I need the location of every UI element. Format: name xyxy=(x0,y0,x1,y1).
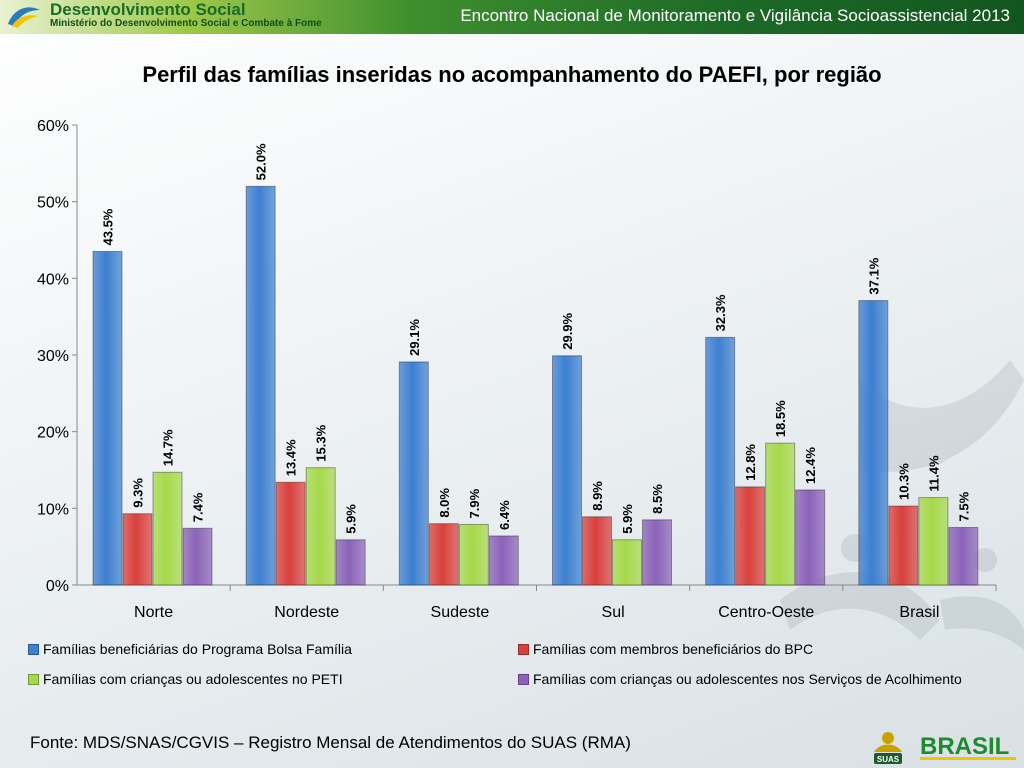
bar-3-sul xyxy=(612,539,642,586)
x-tick-label: Sul xyxy=(602,604,625,621)
legend-item: Famílias com crianças ou adolescentes no… xyxy=(518,671,962,687)
x-tick-label: Centro-Oeste xyxy=(718,604,814,621)
bar-1-brasil xyxy=(858,300,889,586)
bar-2-brasil xyxy=(888,505,919,586)
suas-label: SUAS xyxy=(877,755,900,764)
legend-label: Famílias beneficiárias do Programa Bolsa… xyxy=(43,641,352,657)
data-label: 9.3% xyxy=(131,478,146,508)
data-label: 14.7% xyxy=(161,429,176,466)
data-label: 5.9% xyxy=(344,504,359,534)
bar-3-sudeste xyxy=(458,523,489,586)
x-tick-label: Norte xyxy=(134,604,173,621)
legend-swatch xyxy=(518,643,529,655)
bar-3-brasil xyxy=(918,497,949,586)
data-label: 18.5% xyxy=(773,400,788,437)
data-label: 37.1% xyxy=(866,257,881,294)
legend-item: Famílias com membros beneficiários do BP… xyxy=(518,641,813,657)
bar-2-norte xyxy=(122,513,153,586)
data-label: 10.3% xyxy=(896,463,911,500)
data-label: 11.4% xyxy=(926,455,941,492)
data-label: 43.5% xyxy=(101,208,116,245)
data-label: 7.9% xyxy=(467,488,482,518)
y-tick-label: 0% xyxy=(46,578,69,595)
suas-logo-icon: SUAS xyxy=(874,732,902,764)
data-label: 52.0% xyxy=(254,143,269,180)
bar-1-sul xyxy=(552,355,582,586)
x-tick-label: Brasil xyxy=(899,604,939,621)
bar-4-sul xyxy=(642,519,672,586)
ministry-logo-icon xyxy=(8,7,40,28)
data-label: 8.9% xyxy=(590,481,605,511)
brasil-label: BRASIL xyxy=(920,733,1009,760)
bar-4-nordeste xyxy=(335,539,366,586)
data-label: 13.4% xyxy=(284,439,299,476)
x-tick-label: Sudeste xyxy=(431,604,490,621)
data-label: 15.3% xyxy=(314,424,329,461)
data-label: 29.1% xyxy=(407,319,422,356)
data-label: 7.4% xyxy=(191,492,206,522)
y-tick-label: 50% xyxy=(37,195,69,212)
y-tick-label: 40% xyxy=(37,271,69,288)
data-label: 32.3% xyxy=(713,294,728,331)
data-label: 12.4% xyxy=(803,447,818,484)
data-label: 7.5% xyxy=(956,491,971,521)
legend-swatch xyxy=(28,643,39,655)
legend-label: Famílias com crianças ou adolescentes no… xyxy=(533,671,962,687)
brand: Desenvolvimento Social Ministério do Des… xyxy=(0,0,340,34)
y-tick-label: 60% xyxy=(37,118,69,135)
data-label: 29.9% xyxy=(560,312,575,349)
x-tick-label: Nordeste xyxy=(274,604,339,621)
bar-4-centro-oeste xyxy=(795,489,826,586)
data-label: 12.8% xyxy=(743,444,758,481)
brasil-logo-icon: BRASIL xyxy=(920,733,1016,760)
legend-label: Famílias com membros beneficiários do BP… xyxy=(533,641,814,657)
bar-4-norte xyxy=(182,527,213,586)
y-tick-label: 10% xyxy=(37,501,69,518)
data-label: 8.5% xyxy=(650,484,665,514)
y-tick-label: 20% xyxy=(37,425,69,442)
bar-3-norte xyxy=(152,471,183,586)
bar-2-nordeste xyxy=(275,481,306,586)
header-bar: Desenvolvimento Social Ministério do Des… xyxy=(0,0,1024,34)
source-note: Fonte: MDS/SNAS/CGVIS – Registro Mensal … xyxy=(30,733,631,752)
bar-1-centro-oeste xyxy=(705,336,736,586)
legend-item: Famílias com crianças ou adolescentes no… xyxy=(28,671,343,687)
bar-2-sul xyxy=(582,516,612,586)
legend-item: Famílias beneficiárias do Programa Bolsa… xyxy=(28,641,352,657)
bar-3-centro-oeste xyxy=(765,442,796,586)
bar-4-sudeste xyxy=(488,535,519,586)
bar-2-sudeste xyxy=(428,523,459,586)
data-label: 5.9% xyxy=(620,504,635,534)
bar-chart: 0% 10% 20% 30% 40% 50% 60% Norte Nordeste Sudeste… xyxy=(37,118,997,621)
brand-title: Desenvolvimento Social xyxy=(50,0,246,19)
bar-2-centro-oeste xyxy=(735,486,766,586)
chart-title: Perfil das famílias inseridas no acompan… xyxy=(142,62,882,87)
legend-swatch xyxy=(28,673,39,685)
data-label: 8.0% xyxy=(437,488,452,518)
data-label: 6.4% xyxy=(497,500,512,530)
legend-label: Famílias com crianças ou adolescentes no… xyxy=(43,671,343,687)
bar-4-brasil xyxy=(948,527,979,586)
bar-1-sudeste xyxy=(398,361,429,586)
y-tick-label: 30% xyxy=(37,348,69,365)
bar-1-nordeste xyxy=(245,185,276,586)
event-title: Encontro Nacional de Monitoramento e Vig… xyxy=(460,6,1010,25)
bar-1-norte xyxy=(92,251,123,586)
legend-swatch xyxy=(518,673,529,685)
bar-3-nordeste xyxy=(305,467,336,586)
brand-subtitle: Ministério do Desenvolvimento Social e C… xyxy=(50,18,322,29)
